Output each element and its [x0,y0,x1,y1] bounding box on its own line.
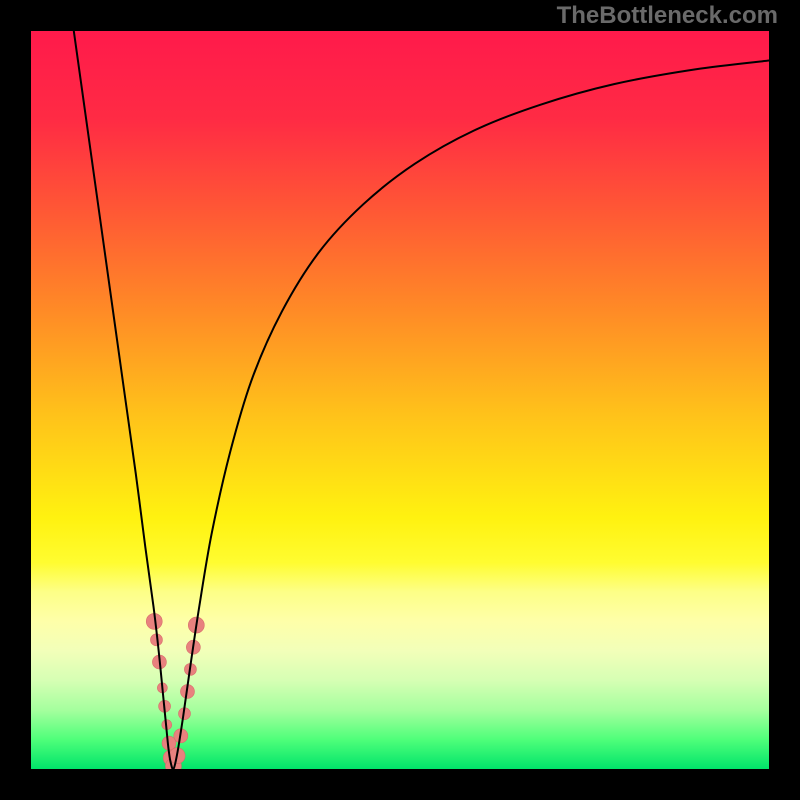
plot-area [31,31,769,769]
watermark-text: TheBottleneck.com [557,2,778,30]
chart-stage: TheBottleneck.com [0,0,800,800]
curve-layer [31,31,769,769]
bottleneck-curve [74,31,769,769]
